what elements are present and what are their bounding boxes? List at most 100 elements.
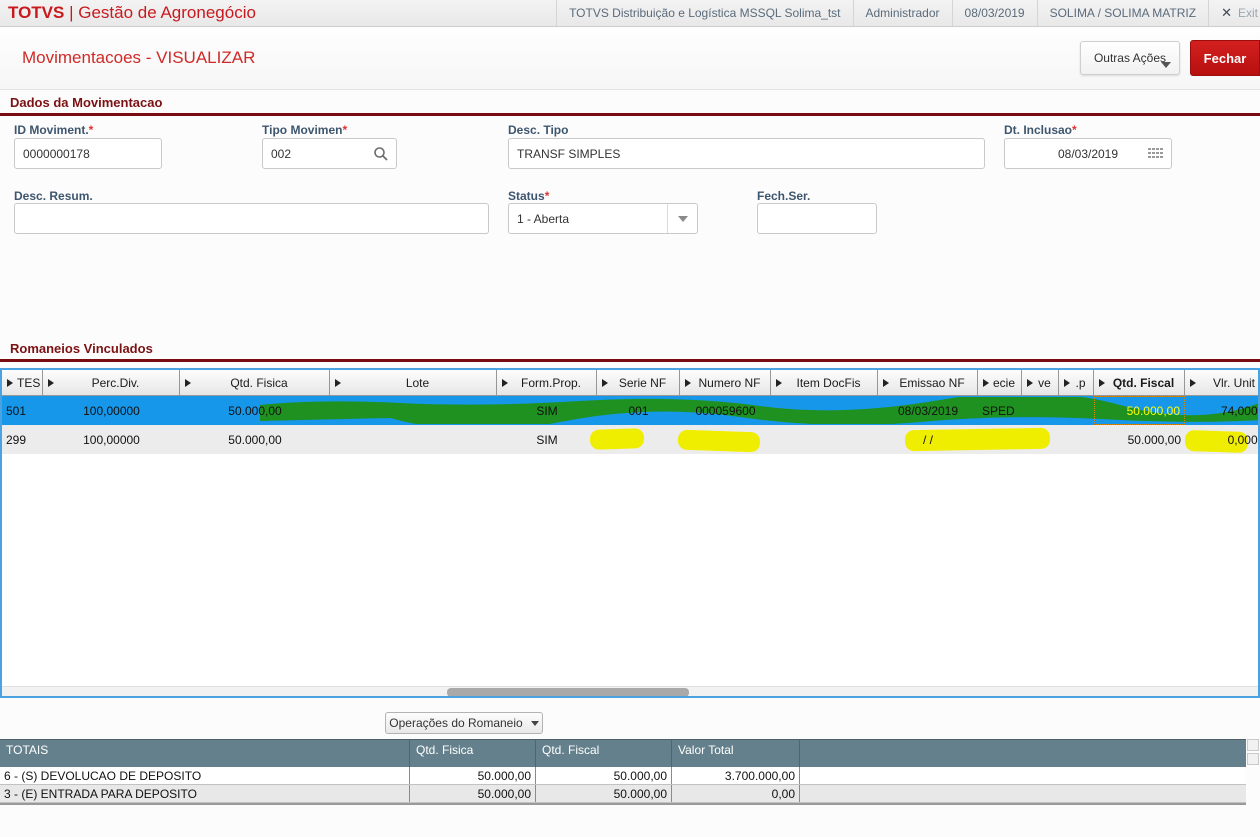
column-header-emissao-nf[interactable]: Emissao NF xyxy=(878,370,978,396)
column-expand-icon[interactable] xyxy=(602,378,608,387)
totals-row: 6 - (S) DEVOLUCAO DE DEPOSITO 50.000,00 … xyxy=(0,767,1246,785)
column-header-especie[interactable]: ecie xyxy=(978,370,1022,396)
required-marker: * xyxy=(88,123,94,137)
column-expand-icon[interactable] xyxy=(1027,378,1033,387)
column-expand-icon[interactable] xyxy=(983,378,989,387)
exit-button[interactable]: ✕ Exit xyxy=(1208,0,1260,26)
dropdown-button[interactable] xyxy=(667,204,697,233)
totals-header-totais: TOTAIS xyxy=(0,740,410,767)
desc-tipo-label: Desc. Tipo xyxy=(508,123,569,137)
fech-ser-field[interactable] xyxy=(757,203,877,234)
brand-name: TOTVS xyxy=(8,3,65,22)
column-header-vlr-unit[interactable]: Vlr. Unit xyxy=(1185,370,1258,396)
other-actions-button[interactable]: Outras Ações xyxy=(1080,41,1180,75)
totals-vertical-scrollbar[interactable] xyxy=(1247,739,1260,819)
totals-row-qtd-fisica: 50.000,00 xyxy=(410,785,536,802)
search-icon[interactable] xyxy=(373,146,389,165)
scroll-up-button[interactable] xyxy=(1247,739,1259,751)
column-header-item-docfis[interactable]: Item DocFis xyxy=(771,370,878,396)
dt-inclusao-field[interactable]: 08/03/2019 xyxy=(1004,138,1172,169)
operacoes-romaneio-button[interactable]: Operações do Romaneio xyxy=(385,712,543,734)
chevron-down-icon xyxy=(677,215,688,222)
cell-tes: 299 xyxy=(6,432,27,447)
totals-header-row: TOTAIS Qtd. Fisica Qtd. Fiscal Valor Tot… xyxy=(0,740,1246,767)
column-header-lote[interactable]: Lote xyxy=(330,370,497,396)
column-expand-icon[interactable] xyxy=(7,378,13,387)
user-label: Administrador xyxy=(852,0,952,26)
column-header-tes[interactable]: TES xyxy=(2,370,43,396)
column-expand-icon[interactable] xyxy=(1099,378,1105,387)
column-header-qtd-fiscal[interactable]: Qtd. Fiscal xyxy=(1094,370,1185,396)
cell-perc-div: 100,00000 xyxy=(83,403,140,418)
cell-ve xyxy=(1022,425,1059,454)
romaneios-grid: TES Perc.Div. Qtd. Fisica Lote Form.Prop… xyxy=(0,368,1260,698)
required-marker: * xyxy=(1072,123,1077,137)
cell-vlr-unit: 0,00000 xyxy=(1227,432,1258,447)
close-button[interactable]: Fechar xyxy=(1190,40,1260,76)
cell-tes: 501 xyxy=(6,403,27,418)
close-icon: ✕ xyxy=(1221,5,1232,20)
column-expand-icon[interactable] xyxy=(685,378,691,387)
column-expand-icon[interactable] xyxy=(48,378,54,387)
column-expand-icon[interactable] xyxy=(883,378,889,387)
desc-tipo-field[interactable]: TRANSF SIMPLES xyxy=(508,138,985,169)
totals-row-label: 3 - (E) ENTRADA PARA DEPOSITO xyxy=(0,785,410,802)
cell-p xyxy=(1059,425,1094,454)
dt-inclusao-label: Dt. Inclusao* xyxy=(1004,123,1077,137)
horizontal-scrollbar[interactable] xyxy=(2,686,1258,696)
id-moviment-field[interactable]: 0000000178 xyxy=(14,138,162,169)
grid-empty-area xyxy=(2,454,1258,686)
column-header-perc-div[interactable]: Perc.Div. xyxy=(43,370,180,396)
fech-ser-label: Fech.Ser. xyxy=(757,189,811,203)
cell-qtd-fisica: 50.000,00 xyxy=(228,432,282,447)
cell-serie-nf: 001 xyxy=(628,403,649,418)
cell-especie: SPED xyxy=(982,403,1015,418)
status-value: 1 - Aberta xyxy=(517,211,570,226)
status-label: Status* xyxy=(508,189,550,203)
column-header-ve[interactable]: ve xyxy=(1022,370,1059,396)
status-select[interactable]: 1 - Aberta xyxy=(508,203,698,234)
exit-label: Exit xyxy=(1237,6,1258,20)
cell-qtd-fiscal: 50.000,00 xyxy=(1127,432,1181,447)
chevron-down-icon xyxy=(1161,62,1171,68)
section-divider xyxy=(0,359,1260,362)
cell-especie xyxy=(978,425,1022,454)
date-label: 08/03/2019 xyxy=(951,0,1037,26)
title-toolbar: Movimentacoes - VISUALIZAR Outras Ações … xyxy=(0,28,1260,90)
column-header-qtd-fisica[interactable]: Qtd. Fisica xyxy=(180,370,330,396)
calendar-icon[interactable] xyxy=(1147,146,1164,164)
cell-vlr-unit: 74,00000 xyxy=(1220,403,1258,418)
table-row-selected[interactable]: 501 100,00000 50.000,00 SIM 001 00005960… xyxy=(2,396,1258,425)
totals-row-valor-total: 3.700.000,00 xyxy=(672,767,800,784)
brand-module: | Gestão de Agronegócio xyxy=(64,3,256,22)
column-header-serie-nf[interactable]: Serie NF xyxy=(597,370,680,396)
totals-header-valor-total: Valor Total xyxy=(672,740,800,767)
cell-form-prop: SIM xyxy=(536,432,558,447)
tipo-movimen-field[interactable]: 002 xyxy=(262,138,397,169)
cell-emissao-nf: 08/03/2019 xyxy=(897,403,959,418)
totals-row-qtd-fiscal: 50.000,00 xyxy=(536,785,672,802)
section-romaneios-title: Romaneios Vinculados xyxy=(10,341,153,356)
column-header-numero-nf[interactable]: Numero NF xyxy=(680,370,771,396)
totals-table: TOTAIS Qtd. Fisica Qtd. Fiscal Valor Tot… xyxy=(0,739,1246,805)
tipo-movimen-label: Tipo Movimen* xyxy=(262,123,348,137)
required-marker: * xyxy=(544,189,550,203)
scrollbar-thumb[interactable] xyxy=(447,688,689,696)
desc-resum-field[interactable] xyxy=(14,203,489,234)
column-expand-icon[interactable] xyxy=(335,378,341,387)
environment-label: TOTVS Distribuição e Logística MSSQL Sol… xyxy=(556,0,852,26)
totals-header-qtd-fisica: Qtd. Fisica xyxy=(410,740,536,767)
column-expand-icon[interactable] xyxy=(502,378,508,387)
column-header-form-prop[interactable]: Form.Prop. xyxy=(497,370,597,396)
column-expand-icon[interactable] xyxy=(1064,378,1070,387)
app-logo: TOTVS | Gestão de Agronegócio xyxy=(0,3,256,23)
column-expand-icon[interactable] xyxy=(1190,378,1196,387)
table-row[interactable]: 299 100,00000 50.000,00 SIM / / 50.000,0… xyxy=(2,425,1258,454)
scroll-down-button[interactable] xyxy=(1247,753,1259,765)
column-expand-icon[interactable] xyxy=(185,378,191,387)
cell-numero-nf: 000059600 xyxy=(695,403,756,418)
section-dados-title: Dados da Movimentacao xyxy=(10,95,163,110)
operacoes-romaneio-label: Operações do Romaneio xyxy=(389,716,523,730)
column-header-p[interactable]: .p xyxy=(1059,370,1094,396)
column-expand-icon[interactable] xyxy=(776,378,782,387)
